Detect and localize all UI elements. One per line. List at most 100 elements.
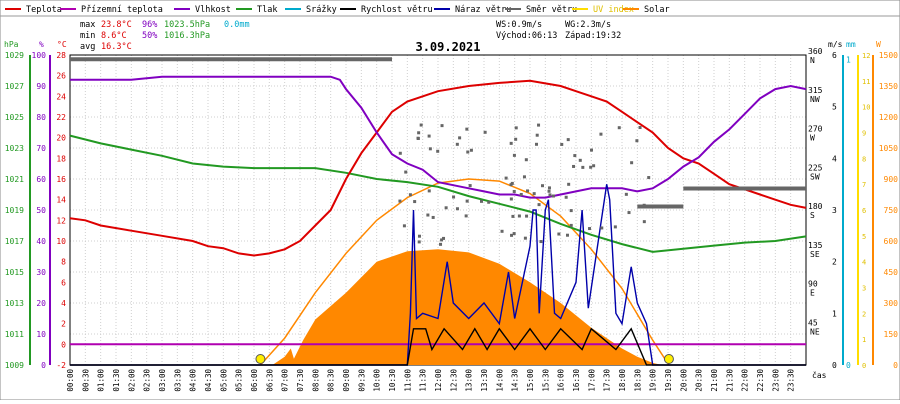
w-tick: 450 — [884, 268, 899, 277]
unit-pct: % — [39, 40, 44, 49]
legend-label: Vlhkost — [195, 5, 231, 15]
deg-tick: 12 — [56, 216, 66, 225]
deg-tick: -2 — [56, 361, 66, 370]
time-tick: 05:00 — [219, 369, 228, 392]
wind-direction-point — [589, 165, 593, 169]
wind-direction-point — [440, 238, 444, 242]
wind-direction-point — [572, 164, 576, 168]
solar-area — [70, 249, 806, 365]
time-tick: 06:30 — [265, 369, 274, 392]
legend-label: Solar — [644, 5, 670, 15]
wind-direction-point — [511, 214, 515, 218]
wind-direction-point — [510, 233, 514, 237]
time-tick: 17:30 — [603, 369, 612, 392]
wind-direction-point — [436, 149, 440, 153]
wind-direction-point — [466, 150, 470, 154]
wind-direction-point — [487, 200, 491, 204]
wind-direction-point — [517, 214, 521, 218]
time-tick: 15:00 — [526, 369, 535, 392]
stats-avg-label: avg — [80, 42, 95, 52]
wind-direction-point — [540, 184, 544, 188]
wind-direction-point — [564, 195, 568, 199]
wind-direction-point — [509, 183, 513, 187]
wind-direction-point — [647, 176, 651, 180]
stats-min-hum: 50% — [142, 31, 157, 41]
wind-direction-point — [439, 242, 443, 246]
w-tick: 1050 — [879, 144, 898, 153]
wind-direction-point — [569, 209, 573, 213]
uv-tick: 1 — [862, 336, 866, 344]
w-tick: 600 — [884, 237, 899, 246]
wind-direction-point — [427, 189, 431, 193]
sun-marker — [663, 354, 674, 364]
time-tick: 11:30 — [419, 369, 428, 392]
wind-direction-point — [512, 189, 516, 193]
wind-direction-point — [566, 138, 570, 142]
deg-tick: 24 — [56, 92, 66, 101]
time-tick: 13:00 — [465, 369, 474, 392]
wind-direction-point — [547, 189, 551, 193]
pct-tick: 70 — [36, 144, 46, 153]
time-tick: 05:30 — [235, 369, 244, 392]
dir-tick-name: SW — [810, 172, 820, 181]
w-tick: 1500 — [879, 51, 898, 60]
wind-direction-point — [588, 227, 592, 231]
deg-tick: 26 — [56, 72, 66, 81]
time-tick: 10:30 — [388, 369, 397, 392]
wind-direction-point — [413, 200, 417, 204]
time-tick: 03:00 — [158, 369, 167, 392]
wind-direction-point — [427, 134, 431, 138]
uv-tick: 0 — [862, 362, 866, 370]
wind-direction-point — [613, 225, 617, 229]
wind-direction-point — [455, 142, 459, 146]
time-tick: 07:00 — [281, 369, 290, 392]
uv-tick: 5 — [862, 233, 866, 241]
wind-direction-point — [551, 194, 555, 198]
time-tick: 06:00 — [250, 369, 259, 392]
wind-direction-point — [398, 199, 402, 203]
wind-direction-point — [525, 214, 529, 218]
time-tick: 02:30 — [143, 369, 152, 392]
wind-direction-point — [627, 211, 631, 215]
ms-tick: 4 — [832, 154, 837, 163]
pct-tick: 60 — [36, 175, 46, 184]
unit-hpa: hPa — [4, 40, 19, 49]
time-tick: 23:30 — [787, 369, 796, 392]
deg-tick: 8 — [61, 258, 66, 267]
legend-label: Tlak — [257, 5, 277, 15]
time-tick: 14:00 — [495, 369, 504, 392]
wind-direction-point — [557, 232, 561, 236]
time-tick: 12:00 — [434, 369, 443, 392]
series-wind — [70, 327, 806, 366]
wind-direction-point — [428, 147, 432, 151]
w-tick: 1200 — [879, 113, 898, 122]
pct-tick: 90 — [36, 82, 46, 91]
wind-direction-point — [465, 127, 469, 131]
time-tick: 22:00 — [741, 369, 750, 392]
solar-layer — [70, 178, 806, 366]
wind-direction-point — [402, 224, 406, 228]
dir-tick: 315 — [808, 86, 823, 95]
time-tick: 14:30 — [511, 369, 520, 392]
unit-mm: mm — [846, 40, 856, 49]
wind-direction-point — [526, 189, 530, 193]
hpa-tick: 1011 — [5, 330, 24, 339]
wind-direction-point — [469, 148, 473, 152]
unit-deg: °C — [57, 40, 67, 49]
deg-tick: 0 — [61, 340, 66, 349]
mm-tick: 0 — [846, 361, 851, 370]
hpa-tick: 1025 — [5, 113, 24, 122]
dir-tick: 225 — [808, 163, 823, 172]
wind-direction-point — [504, 176, 508, 180]
time-tick: 09:30 — [357, 369, 366, 392]
sun-marker — [255, 354, 266, 364]
stats-min-press: 1016.3hPa — [164, 31, 210, 41]
wind-direction-point — [524, 158, 528, 162]
hpa-tick: 1013 — [5, 299, 24, 308]
wind-direction-scatter — [398, 123, 651, 246]
wind-direction-point — [431, 215, 435, 219]
wind-direction-point — [440, 124, 444, 128]
wind-direction-point — [537, 123, 541, 127]
stats-block: max 23.8°C 96% 1023.5hPa 0.0mm min 8.6°C… — [80, 20, 621, 52]
